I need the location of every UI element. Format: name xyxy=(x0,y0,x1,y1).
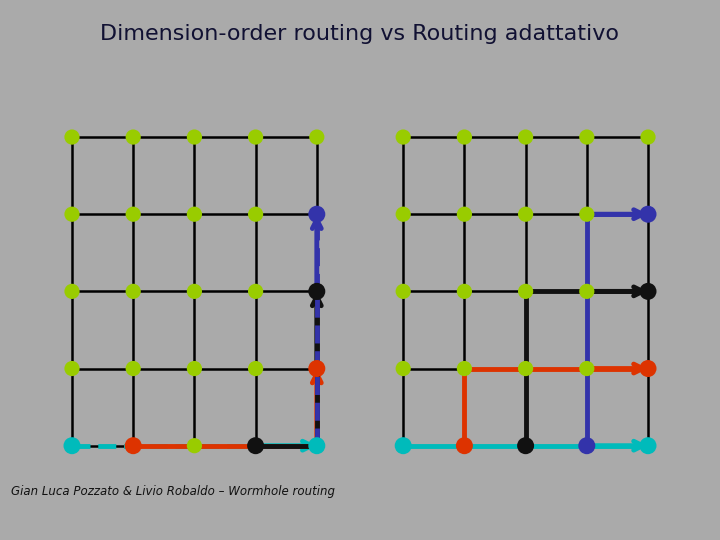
Point xyxy=(311,441,323,450)
Point xyxy=(127,364,139,373)
Point xyxy=(189,287,200,296)
Point xyxy=(459,364,470,373)
Point xyxy=(189,364,200,373)
Point xyxy=(520,133,531,141)
Point xyxy=(127,287,139,296)
Point xyxy=(581,210,593,219)
Point xyxy=(642,441,654,450)
Point xyxy=(642,287,654,296)
Text: Dimension-order routing vs Routing adattativo: Dimension-order routing vs Routing adatt… xyxy=(101,24,619,44)
Point xyxy=(189,133,200,141)
Point xyxy=(459,210,470,219)
Point xyxy=(397,441,409,450)
Text: Gian Luca Pozzato & Livio Robaldo – Wormhole routing: Gian Luca Pozzato & Livio Robaldo – Worm… xyxy=(11,485,335,498)
Point xyxy=(250,441,261,450)
Point xyxy=(520,287,531,296)
Point xyxy=(250,287,261,296)
Point xyxy=(311,364,323,373)
Point xyxy=(189,441,200,450)
Point xyxy=(397,364,409,373)
Point xyxy=(459,133,470,141)
Point xyxy=(311,133,323,141)
Point xyxy=(66,210,78,219)
Point xyxy=(581,133,593,141)
Point xyxy=(66,364,78,373)
Point xyxy=(127,133,139,141)
Point xyxy=(250,210,261,219)
Point xyxy=(520,441,531,450)
Point xyxy=(397,133,409,141)
Point xyxy=(642,364,654,373)
Point xyxy=(66,133,78,141)
Point xyxy=(397,210,409,219)
Point xyxy=(189,210,200,219)
Point xyxy=(581,441,593,450)
Point xyxy=(581,364,593,373)
Point xyxy=(127,441,139,450)
Point xyxy=(397,287,409,296)
Point xyxy=(311,287,323,296)
Point xyxy=(642,133,654,141)
Point xyxy=(459,441,470,450)
Point xyxy=(642,210,654,219)
Point xyxy=(311,210,323,219)
Point xyxy=(250,364,261,373)
Point xyxy=(459,287,470,296)
Point xyxy=(250,133,261,141)
Point xyxy=(520,210,531,219)
Point xyxy=(66,287,78,296)
Point xyxy=(520,364,531,373)
Point xyxy=(127,210,139,219)
Point xyxy=(581,287,593,296)
Point xyxy=(66,441,78,450)
